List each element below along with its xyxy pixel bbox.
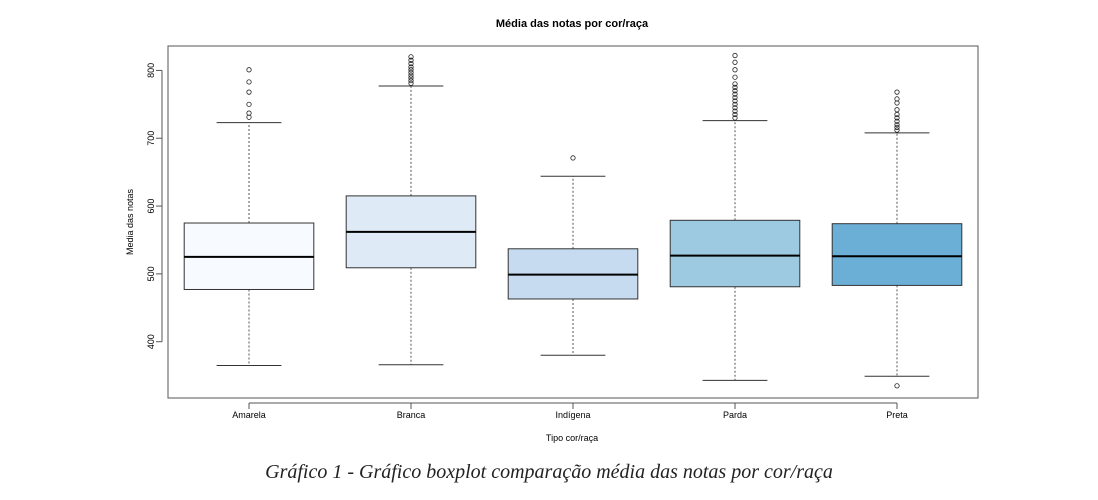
x-tick-label: Branca (397, 410, 426, 420)
outlier-point (246, 101, 252, 107)
box-2 (345, 54, 477, 366)
outlier-point (246, 89, 252, 95)
outlier-point (408, 77, 414, 84)
x-tick-label: Amarela (232, 410, 266, 420)
outlier-point (732, 91, 738, 97)
outlier-point (732, 115, 738, 121)
outlier-point (732, 59, 738, 65)
outlier-point (408, 57, 414, 63)
box-body (831, 223, 963, 286)
outlier-point (570, 155, 576, 161)
outlier-point (732, 88, 738, 94)
outlier-point (894, 96, 900, 102)
outlier-point (894, 89, 900, 95)
y-axis-label: Media das notas (125, 188, 135, 255)
x-tick-label: Indígena (555, 410, 590, 420)
figure-caption: Gráfico 1 - Gráfico boxplot comparação m… (265, 461, 833, 483)
box-1 (183, 67, 315, 366)
x-axis-label: Tipo cor/raça (546, 433, 598, 443)
outlier-point (894, 383, 900, 389)
outlier-point (732, 67, 738, 73)
y-tick-label: 800 (146, 63, 156, 78)
y-axis: 400 500 600 700 800 (146, 63, 163, 349)
y-tick-label: 700 (146, 131, 156, 146)
outlier-point (732, 101, 738, 107)
outlier-point (894, 124, 900, 130)
box-3 (507, 155, 639, 356)
outlier-point (408, 69, 414, 76)
outlier-point (732, 111, 738, 118)
x-tick-label: Preta (886, 410, 908, 420)
plot-frame (167, 45, 979, 399)
outlier-point (894, 118, 900, 124)
boxes (183, 52, 963, 389)
chart-title: Média das notas por cor/raça (496, 18, 649, 30)
outlier-point (408, 72, 414, 78)
outlier-point (732, 105, 738, 111)
outlier-point (408, 61, 414, 67)
outlier-point (732, 98, 738, 104)
outlier-point (894, 107, 900, 113)
x-axis: Amarela Branca Indígena Parda Preta (232, 402, 908, 420)
box-body (669, 219, 801, 288)
outlier-point (894, 115, 900, 121)
y-tick-label: 600 (146, 199, 156, 214)
outlier-point (246, 110, 252, 116)
outlier-point (246, 79, 252, 85)
boxplot-chart: Média das notas por cor/raça 400 500 600 70… (125, 18, 979, 443)
outlier-point (894, 122, 900, 128)
outlier-point (408, 64, 414, 70)
outlier-point (732, 94, 738, 101)
outlier-point (732, 84, 738, 90)
outlier-point (732, 81, 738, 87)
outlier-point (408, 80, 414, 86)
outlier-point (732, 108, 738, 114)
y-tick-label: 400 (146, 334, 156, 349)
x-tick-label: Parda (723, 410, 747, 420)
outlier-point (408, 67, 414, 73)
outlier-point (894, 127, 900, 133)
outlier-point (408, 75, 414, 81)
box-4 (669, 52, 801, 381)
y-tick-label: 500 (146, 266, 156, 281)
outlier-point (732, 74, 738, 80)
outlier-point (246, 67, 252, 73)
outlier-point (732, 52, 738, 59)
outlier-point (408, 54, 414, 60)
box-5 (831, 89, 963, 389)
